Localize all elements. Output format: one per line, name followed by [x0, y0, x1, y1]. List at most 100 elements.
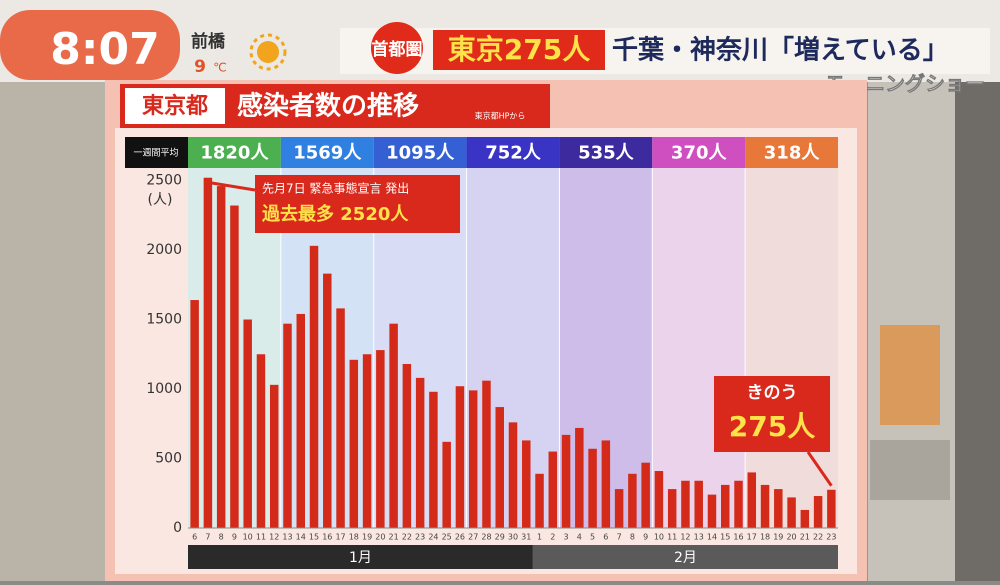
y-tick-label: 2500: [146, 173, 182, 189]
bar: [203, 177, 213, 528]
x-tick-label: 8: [219, 533, 224, 542]
week-header: [559, 137, 653, 168]
bar: [309, 245, 319, 529]
bar: [402, 363, 412, 528]
y-axis-label: (人): [148, 192, 173, 208]
x-tick-label: 25: [442, 533, 452, 542]
bar: [707, 494, 717, 528]
x-tick-label: 1: [537, 533, 542, 542]
bar: [442, 441, 451, 528]
weekly-average: 370人: [671, 143, 728, 164]
annotation-pointer: [211, 181, 256, 192]
x-tick-label: 22: [813, 533, 823, 542]
week-header: [466, 137, 560, 168]
headline-highlight: [433, 30, 605, 70]
x-tick-label: 11: [256, 533, 266, 542]
x-tick-label: 7: [205, 533, 210, 542]
bar: [628, 473, 637, 528]
bar: [588, 448, 597, 528]
x-tick-label: 15: [309, 533, 319, 542]
bar: [667, 489, 677, 528]
x-tick-label: 19: [362, 533, 372, 542]
bar: [548, 451, 558, 528]
callout-box: [714, 376, 830, 452]
clock-bg: [0, 10, 180, 80]
pillar: [955, 80, 1000, 581]
x-tick-label: 13: [282, 533, 292, 542]
x-tick-label: 21: [389, 533, 399, 542]
x-tick-label: 21: [800, 533, 810, 542]
bar: [827, 489, 836, 528]
bar: [641, 462, 650, 528]
x-tick-label: 5: [590, 533, 595, 542]
sun-icon: [257, 41, 279, 63]
bar: [243, 319, 252, 528]
bar: [296, 313, 305, 528]
y-tick-label: 1500: [146, 312, 182, 328]
bar: [482, 380, 491, 528]
x-tick-label: 16: [733, 533, 743, 542]
x-tick-label: 14: [707, 533, 717, 542]
x-tick-label: 22: [402, 533, 412, 542]
weekly-average: 1569人: [293, 143, 362, 164]
bar: [230, 205, 239, 528]
bar: [614, 489, 624, 528]
annotation-line: 先月7日 緊急事態宣言 発出: [262, 181, 409, 196]
x-tick-label: 15: [720, 533, 730, 542]
x-tick-label: 11: [667, 533, 677, 542]
callout-pointer: [806, 451, 833, 487]
y-tick-label: 1000: [146, 381, 182, 397]
bar: [813, 496, 823, 528]
x-tick-label: 9: [232, 533, 237, 542]
y-tick-label: 500: [155, 451, 182, 467]
temperature: 9: [194, 57, 206, 77]
clock: 8:07: [50, 24, 159, 75]
x-tick-label: 6: [603, 533, 608, 542]
weekly-average: 318人: [764, 143, 821, 164]
weekly-average: 752人: [485, 143, 542, 164]
bar: [455, 386, 465, 528]
x-tick-label: 23: [826, 533, 836, 542]
week-header: [745, 137, 838, 168]
bar: [681, 480, 690, 528]
week-header: [188, 137, 281, 168]
x-tick-label: 13: [694, 533, 704, 542]
bar: [190, 300, 199, 528]
week-band: [745, 168, 838, 528]
bar: [654, 471, 664, 528]
bar: [429, 391, 438, 528]
bar: [787, 497, 796, 528]
shelf-item: [880, 325, 940, 425]
bar: [415, 377, 425, 528]
weekly-label-box: [125, 137, 188, 168]
bar: [336, 308, 345, 528]
week-header: [373, 137, 467, 168]
week-header: [652, 137, 746, 168]
week-band: [652, 168, 746, 528]
weekly-average: 1095人: [386, 143, 455, 164]
annotation-line: 過去最多 2520人: [262, 203, 409, 225]
x-tick-label: 18: [349, 533, 359, 542]
x-tick-label: 12: [269, 533, 279, 542]
y-tick-label: 0: [173, 520, 182, 536]
x-tick-label: 27: [468, 533, 478, 542]
bar: [376, 350, 385, 528]
x-tick-label: 9: [643, 533, 648, 542]
x-tick-label: 8: [630, 533, 635, 542]
x-tick-label: 17: [747, 533, 757, 542]
x-tick-label: 7: [617, 533, 622, 542]
plot: 1820人 1569人 1095人 752人 535人 370人 318人 0 500 1000 1…: [146, 137, 838, 569]
month-label: 2月: [674, 550, 697, 566]
bar: [495, 407, 504, 528]
bar: [349, 359, 359, 528]
month-bar: [188, 545, 533, 569]
bar: [561, 434, 571, 528]
bar: [774, 489, 783, 528]
bar: [508, 422, 518, 528]
bar: [694, 480, 703, 528]
shelf-item: [870, 440, 950, 500]
bar: [389, 323, 398, 528]
temperature-unit: ℃: [213, 61, 226, 75]
month-label: 1月: [349, 550, 372, 566]
